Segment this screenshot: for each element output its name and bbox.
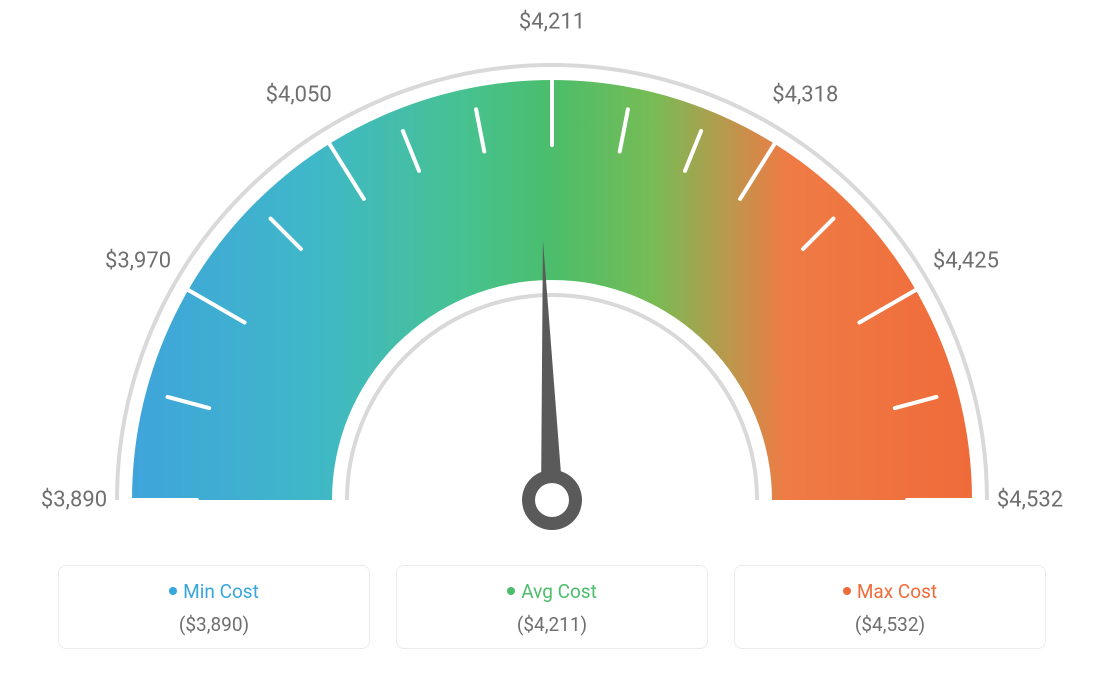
- legend-title: Avg Cost: [397, 580, 707, 603]
- gauge-tick-label: $4,425: [933, 249, 999, 274]
- legend-dot-icon: [843, 587, 851, 595]
- legend-title-text: Max Cost: [857, 580, 937, 603]
- legend-title: Max Cost: [735, 580, 1045, 603]
- legend-dot-icon: [507, 587, 515, 595]
- legend-card-min: Min Cost ($3,890): [58, 565, 370, 649]
- gauge-tick-label: $4,318: [772, 82, 838, 107]
- gauge-tick-label: $4,050: [266, 82, 332, 107]
- gauge-tick-label: $3,890: [41, 488, 107, 513]
- legend-title: Min Cost: [59, 580, 369, 603]
- legend-card-avg: Avg Cost ($4,211): [396, 565, 708, 649]
- cost-gauge: $3,890 $3,970 $4,050 $4,211 $4,318 $4,425 $4,5…: [0, 0, 1104, 560]
- gauge-tick-label: $3,970: [105, 249, 171, 274]
- gauge-tick-label: $4,211: [519, 10, 585, 35]
- legend-value: ($3,890): [59, 613, 369, 636]
- legend-title-text: Avg Cost: [521, 580, 597, 603]
- legend-value: ($4,532): [735, 613, 1045, 636]
- legend-card-max: Max Cost ($4,532): [734, 565, 1046, 649]
- gauge-hub-inner: [535, 483, 569, 517]
- gauge-tick-label: $4,532: [997, 488, 1063, 513]
- legend-value: ($4,211): [397, 613, 707, 636]
- legend-row: Min Cost ($3,890) Avg Cost ($4,211) Max Cost…: [0, 565, 1104, 649]
- legend-dot-icon: [169, 587, 177, 595]
- legend-title-text: Min Cost: [183, 580, 259, 603]
